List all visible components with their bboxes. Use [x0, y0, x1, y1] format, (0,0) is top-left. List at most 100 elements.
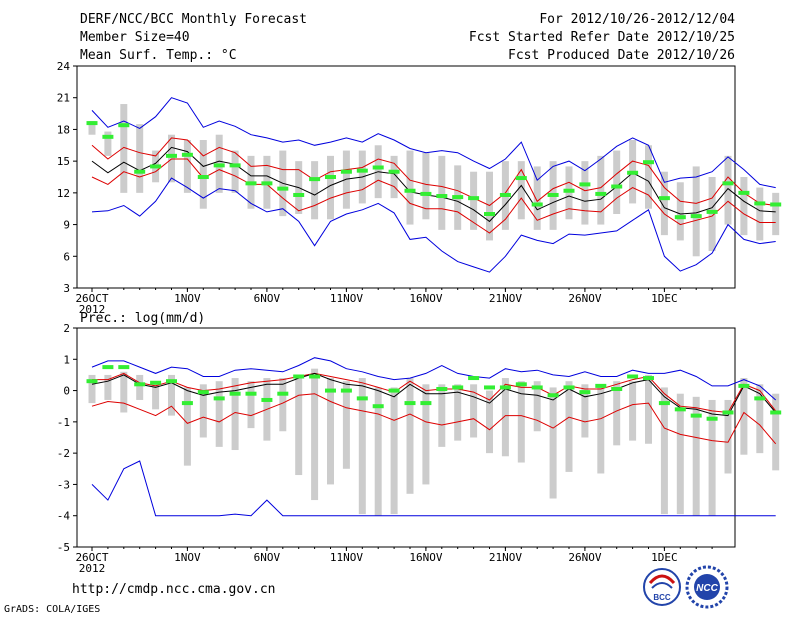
x-tick-label: 21NOV: [489, 551, 522, 564]
observed-marker: [420, 191, 432, 196]
ensemble-box: [501, 378, 509, 457]
ensemble-box: [199, 384, 207, 438]
ensemble-box: [342, 381, 350, 469]
ensemble-box: [342, 150, 350, 209]
ensemble-box: [136, 124, 144, 193]
ensemble-box: [581, 161, 589, 225]
observed-marker: [563, 385, 575, 390]
observed-marker: [754, 201, 766, 206]
ensemble-box: [136, 374, 144, 400]
x-tick-label: 26OCT: [75, 551, 108, 564]
x-tick-label: 26OCT: [75, 292, 108, 305]
x-tick-label: 1DEC: [651, 551, 678, 564]
observed-marker: [627, 170, 639, 175]
forecast-started-date: Fcst Started Refer Date 2012/10/25: [468, 30, 735, 45]
ensemble-box: [168, 374, 175, 416]
ensemble-box: [724, 155, 732, 225]
observed-marker: [197, 390, 209, 395]
observed-marker: [134, 169, 146, 174]
ensemble-box: [660, 387, 668, 515]
observed-marker: [277, 391, 289, 396]
ensemble-box: [629, 381, 637, 441]
y-tick-label: -3: [57, 478, 70, 491]
max-envelope-line: [91, 357, 777, 401]
observed-marker: [134, 382, 146, 387]
observed-marker: [356, 396, 368, 401]
ensemble-box: [740, 177, 748, 236]
min-envelope-line: [91, 460, 776, 517]
observed-marker: [309, 374, 321, 379]
observed-marker: [499, 385, 511, 390]
observed-marker: [690, 413, 702, 418]
y-tick-label: 15: [57, 155, 70, 168]
observed-marker: [674, 215, 686, 220]
observed-marker: [547, 393, 559, 398]
y-tick-label: -5: [57, 541, 70, 554]
ensemble-box: [597, 387, 605, 474]
forecast-period: For 2012/10/26-2012/12/04: [539, 12, 735, 27]
ensemble-box: [517, 381, 525, 463]
observed-marker: [658, 196, 670, 201]
ensemble-box: [660, 171, 668, 236]
y-tick-label: 24: [57, 60, 71, 73]
observed-marker: [277, 186, 289, 191]
x-year-label: 2012: [79, 303, 106, 316]
ensemble-box: [247, 381, 255, 429]
observed-marker: [166, 153, 177, 158]
x-tick-label: 26NOV: [568, 292, 601, 305]
observed-marker: [86, 379, 98, 384]
y-tick-label: 12: [57, 187, 70, 200]
upper-spread-line: [91, 137, 776, 207]
observed-marker: [213, 163, 225, 168]
ensemble-box: [358, 378, 366, 515]
temperature-panel: 3 6 9 12 15 18 21 24 26OCT 1NOV 6NOV 11NOV 16NOV 21NO…: [57, 60, 782, 316]
ensemble-box: [183, 140, 191, 193]
x-tick-label: 1DEC: [651, 292, 678, 305]
x-tick-label: 1NOV: [174, 551, 201, 564]
ensemble-box: [104, 374, 112, 400]
observed-marker: [595, 191, 607, 196]
ensemble-box: [533, 166, 541, 230]
observed-marker: [325, 388, 336, 393]
precip-variable-label: Prec.: log(mm/d): [80, 311, 206, 326]
ensemble-box: [231, 150, 239, 193]
observed-marker: [531, 385, 543, 390]
x-tick-label: 21NOV: [489, 292, 522, 305]
observed-marker: [118, 365, 130, 370]
ensemble-box: [565, 166, 573, 220]
x-tick-label: 26NOV: [568, 551, 601, 564]
observed-marker: [404, 401, 416, 406]
ensemble-box: [565, 381, 573, 472]
ensemble-box: [676, 182, 684, 241]
y-tick-label: 21: [57, 92, 70, 105]
website-url[interactable]: http://cmdp.ncc.cma.gov.cn: [72, 582, 276, 597]
observed-marker: [229, 163, 241, 168]
ensemble-box: [645, 374, 652, 444]
observed-marker: [261, 397, 273, 402]
observed-marker: [515, 382, 527, 387]
ensemble-mean-line: [91, 372, 777, 417]
ensemble-box: [390, 155, 398, 199]
min-envelope-line: [91, 177, 776, 273]
y-tick-label: 2: [63, 322, 70, 335]
observed-marker: [261, 181, 273, 186]
observed-marker: [754, 396, 766, 401]
observed-marker: [86, 121, 98, 126]
observed-marker: [245, 181, 257, 186]
observed-marker: [674, 407, 686, 412]
ensemble-box: [231, 378, 239, 451]
y-tick-label: 1: [63, 353, 70, 366]
ensemble-box: [708, 399, 716, 516]
ensemble-box: [438, 155, 446, 230]
observed-marker: [627, 374, 639, 379]
observed-marker: [579, 390, 591, 395]
lower-spread-line: [91, 393, 777, 445]
observed-marker: [452, 385, 464, 390]
observed-marker: [611, 387, 623, 392]
observed-marker: [118, 123, 130, 128]
ensemble-box: [120, 104, 128, 193]
ensemble-box: [327, 155, 334, 220]
ensemble-box: [613, 150, 621, 214]
forecast-produced-date: Fcst Produced Date 2012/10/26: [508, 48, 735, 63]
ensemble-box: [311, 161, 319, 220]
